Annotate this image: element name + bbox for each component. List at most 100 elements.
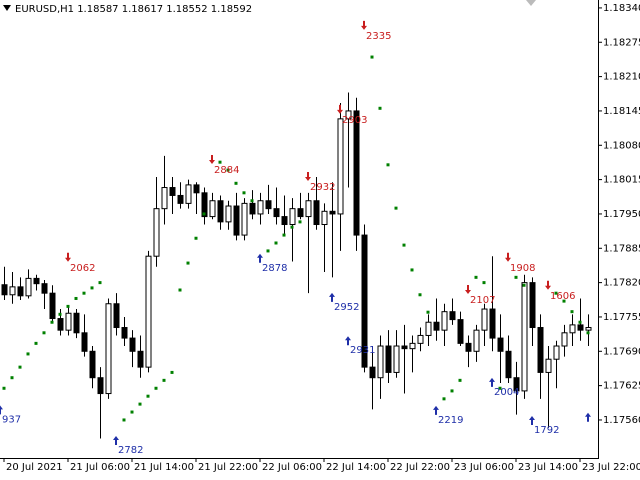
buy-arrow <box>585 412 591 422</box>
sar-dot <box>250 199 254 203</box>
candle-body <box>153 208 160 257</box>
candle-body <box>169 187 176 196</box>
sar-dot <box>410 268 414 272</box>
sar-dot <box>498 386 502 390</box>
candle-body <box>409 342 416 350</box>
candle-body <box>49 292 56 320</box>
sar-dot <box>194 236 198 240</box>
x-tick-label: 21 Jul 06:00 <box>70 462 130 473</box>
x-tick-label: 23 Jul 06:00 <box>454 462 514 473</box>
candle-body <box>489 308 496 339</box>
sar-dot <box>386 163 390 167</box>
sar-dot <box>570 310 574 314</box>
candle-body <box>401 345 408 350</box>
y-tick-label: 1.17820 <box>603 278 640 289</box>
chart-title: EURUSD,H1 1.18587 1.18617 1.18552 1.1859… <box>15 4 252 15</box>
x-tick-label: 23 Jul 14:00 <box>518 462 578 473</box>
candle-body <box>473 329 480 352</box>
buy-arrow <box>345 336 351 346</box>
sar-dot <box>138 402 142 406</box>
buy-arrow <box>433 405 439 415</box>
sar-dot <box>394 206 398 210</box>
signal-label: 937 <box>2 414 21 425</box>
signal-label: 2004 <box>494 387 519 398</box>
buy-arrow <box>257 253 263 263</box>
sar-dot <box>82 291 86 295</box>
sar-dot <box>578 320 582 324</box>
candle-body <box>217 200 224 223</box>
signal-label: 2062 <box>70 263 95 274</box>
sar-dot <box>458 378 462 382</box>
y-tick-label: 1.18340 <box>603 3 640 14</box>
sell-arrow <box>209 155 215 165</box>
candle-body <box>297 208 304 218</box>
sar-dot <box>514 275 518 279</box>
candle-body <box>577 324 584 331</box>
candle-body <box>513 377 520 392</box>
candle-body <box>281 216 288 226</box>
sar-dot <box>290 225 294 229</box>
candle-body <box>345 110 352 120</box>
candle-body <box>329 210 336 215</box>
menu-icon[interactable] <box>3 5 11 11</box>
sell-arrow <box>361 20 367 30</box>
y-tick-label: 1.18080 <box>603 140 640 151</box>
sar-dot <box>146 394 150 398</box>
candle-body <box>57 318 64 331</box>
candle-body <box>337 118 344 215</box>
candle-body <box>521 282 528 392</box>
sar-dot <box>586 331 590 335</box>
sell-arrow <box>337 104 343 114</box>
candle-body <box>465 342 472 352</box>
x-tick-label: 21 Jul 22:00 <box>198 462 258 473</box>
buy-arrow <box>529 415 535 425</box>
candle-body <box>441 311 448 331</box>
sell-arrow <box>505 252 511 262</box>
sar-dot <box>418 293 422 297</box>
y-tick-label: 1.17885 <box>603 243 640 254</box>
signal-label: 2782 <box>118 445 143 456</box>
candle-body <box>265 200 272 210</box>
sar-dot <box>10 376 14 380</box>
sar-dot <box>66 304 70 308</box>
candle-body <box>585 327 592 331</box>
candle-body <box>361 234 368 368</box>
sar-dot <box>450 389 454 393</box>
sar-dot <box>482 281 486 285</box>
sar-dot <box>2 386 6 390</box>
y-tick-label: 1.18275 <box>603 37 640 48</box>
sar-dot <box>170 370 174 374</box>
sar-dot <box>442 397 446 401</box>
sar-dot <box>282 233 286 237</box>
candle-body <box>209 200 216 218</box>
sar-dot <box>178 288 182 292</box>
sar-dot <box>50 320 54 324</box>
candle-body <box>81 332 88 352</box>
signal-label: 2219 <box>438 415 463 426</box>
candle-body <box>225 205 232 223</box>
candle-body <box>137 350 144 368</box>
candle-body <box>529 282 536 329</box>
x-tick-label: 23 Jul 22:00 <box>582 462 640 473</box>
sar-dot <box>226 168 230 172</box>
candle-body <box>313 200 320 226</box>
sar-dot <box>42 331 46 335</box>
shift-marker[interactable] <box>526 0 536 6</box>
signal-label: 1606 <box>550 291 575 302</box>
candle-body <box>321 210 328 226</box>
signal-label: 1792 <box>534 425 559 436</box>
sar-dot <box>218 160 222 164</box>
sar-dot <box>370 55 374 59</box>
x-tick-label: 20 Jul 2021 <box>6 462 63 473</box>
buy-arrow <box>489 377 495 387</box>
candle-body <box>273 208 280 218</box>
buy-arrow <box>113 436 119 446</box>
candle-body <box>17 286 24 297</box>
sell-arrow <box>305 171 311 181</box>
sar-dot <box>266 249 270 253</box>
sell-arrow <box>465 285 471 295</box>
candle-body <box>377 345 384 379</box>
candle-body <box>185 184 192 204</box>
sar-dot <box>98 281 102 285</box>
